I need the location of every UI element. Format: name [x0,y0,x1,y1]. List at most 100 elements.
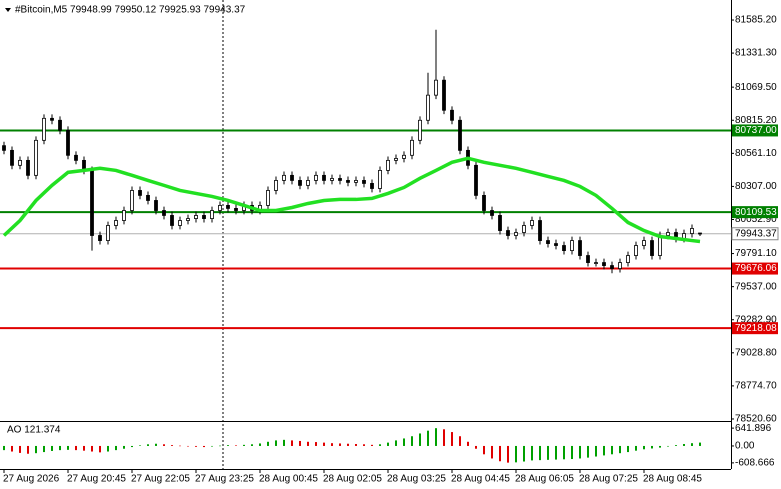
x-tick-label: 27 Aug 2026 [3,474,60,485]
candle-body [34,139,38,176]
ao-bar [147,444,149,446]
ao-bar [451,432,453,446]
x-tick-label: 27 Aug 23:25 [195,474,254,485]
ao-bar [483,445,485,455]
candle-body [322,174,326,181]
candle-body [514,232,518,236]
ao-bar [371,444,373,446]
ao-bar [587,445,589,458]
y-tick-label: 81331.30 [735,48,777,59]
ao-bar [643,445,645,450]
candle-body [642,240,646,246]
candle-body [370,183,374,189]
candle-body [698,232,702,235]
ao-bar [539,445,541,461]
y-tick-label: 81585.20 [735,15,777,26]
ao-bar [563,445,565,460]
y-tick-label: 80815.20 [735,115,777,126]
candle-body [138,190,142,196]
ao-bar [467,441,469,446]
candle-body [362,180,366,184]
level-label: 79218.08 [735,323,777,334]
candle-body [346,180,350,183]
x-tick-label: 28 Aug 00:45 [259,474,318,485]
ao-bar [443,429,445,446]
y-tick-label: 641.896 [735,423,772,434]
candle-body [354,180,358,183]
candle-body [562,245,566,251]
ao-bar [323,442,325,446]
ao-bar [211,445,213,447]
candle-body [378,170,382,189]
ao-bar [291,440,293,446]
candle-body [226,205,230,209]
ao-bar [115,445,117,451]
ao-bar [195,445,197,447]
ao-bar [499,445,501,462]
ao-bar [27,445,29,454]
ao-bar [83,445,85,451]
ao-bar [379,444,381,446]
ao-bar [251,444,253,446]
ao-bar [59,445,61,451]
ao-bar [595,445,597,457]
candle-body [538,220,542,241]
candle-body [266,190,270,206]
ao-bar [699,442,701,446]
x-tick-label: 27 Aug 20:45 [67,474,126,485]
ao-bar [603,445,605,456]
level-label-box [732,262,778,275]
candle-body [74,154,78,161]
y-tick-label: 80307.00 [735,181,777,192]
ao-bar [403,438,405,446]
x-tick-label: 28 Aug 02:05 [323,474,382,485]
candle-body [58,119,62,131]
candle-body [314,174,318,181]
y-tick-label: 79282.90 [735,314,777,325]
candle-body [394,158,398,161]
candle-body [42,117,46,141]
candle-body [306,180,310,186]
ao-bar [507,445,509,463]
y-tick-label: 79028.80 [735,347,777,358]
candle-body [50,117,54,121]
ao-bar [491,445,493,459]
level-label-box [732,322,778,335]
candle-body [474,164,478,196]
ao-bar [547,445,549,460]
current-price-box [731,227,779,241]
candle-body [338,178,342,181]
ao-bar [555,445,557,460]
ao-bar [315,442,317,446]
ao-bar [419,433,421,446]
level-label: 80737.00 [735,125,777,136]
candle-body [170,215,174,226]
ao-bar [179,445,181,447]
candle-body [218,205,222,211]
candle-body [658,235,662,256]
ao-bar [283,439,285,446]
candle-body [634,245,638,256]
candle-body [418,119,422,141]
candle-body [546,240,550,244]
candle-body [522,225,526,233]
menu-triangle [5,8,11,12]
x-tick-label: 28 Aug 06:05 [515,474,574,485]
candle-body [690,228,694,234]
level-label: 80109.53 [735,207,777,218]
ao-bar [67,445,69,450]
moving-average [2,156,701,244]
ao-bar [531,445,533,461]
x-tick-label: 28 Aug 04:45 [451,474,510,485]
ao-bar [579,445,581,459]
ao-bar [139,445,141,446]
y-tick-label: 81069.50 [735,82,777,93]
ao-bar [235,445,237,446]
candle-body [178,220,182,226]
candle-body [434,79,438,96]
y-tick-label: 80052.90 [735,214,777,225]
candle-body [122,210,126,221]
y-tick-label: 80561.10 [735,148,777,159]
candle-body [666,232,670,236]
